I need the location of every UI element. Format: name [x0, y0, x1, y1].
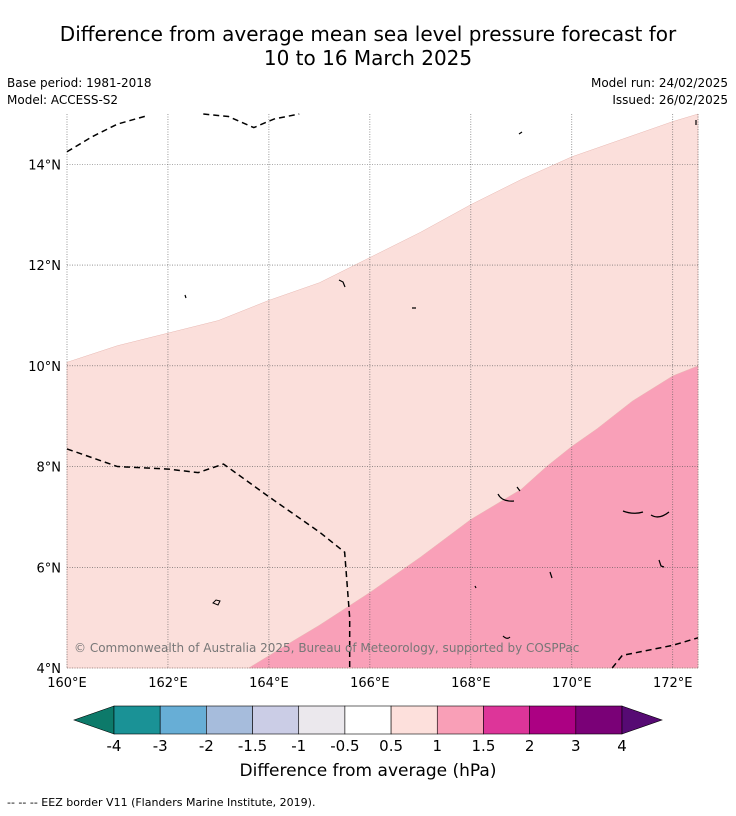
- gridlines: [66, 114, 699, 669]
- colorbar-tick-label: 3: [571, 737, 581, 755]
- island: [184, 120, 697, 639]
- title-line-1: Difference from average mean sea level p…: [59, 22, 677, 46]
- lon-tick-label: 160°E: [47, 676, 87, 691]
- lon-tick-label: 170°E: [552, 676, 592, 691]
- colorbar-swatch: [483, 705, 530, 735]
- colorbar-swatch: [206, 705, 253, 735]
- eez-borders: [66, 113, 699, 669]
- colorbar-tick-label: 4: [617, 737, 627, 755]
- colorbar-tick-label: 1: [432, 737, 442, 755]
- meta-left: Base period: 1981-2018 Model: ACCESS-S2: [7, 75, 152, 109]
- eez-border-line: [66, 114, 148, 153]
- chart-title: Difference from average mean sea level p…: [0, 22, 736, 70]
- colorbar-low-extension: [73, 705, 115, 735]
- copyright-notice: © Commonwealth of Australia 2025, Bureau…: [74, 641, 580, 655]
- colorbar-high-extension: [621, 705, 663, 735]
- colorbar-tick-label: 2: [525, 737, 535, 755]
- colorbar-tick-label: -1.5: [238, 737, 267, 755]
- lon-tick-label: 168°E: [451, 676, 491, 691]
- colorbar-swatch: [575, 705, 623, 735]
- meta-right: Model run: 24/02/2025 Issued: 26/02/2025: [591, 75, 728, 109]
- issued-date: Issued: 26/02/2025: [612, 93, 728, 107]
- base-period: Base period: 1981-2018: [7, 76, 152, 90]
- title-line-2: 10 to 16 March 2025: [263, 46, 473, 70]
- model-name: Model: ACCESS-S2: [7, 93, 119, 107]
- lat-tick-label: 4°N: [37, 662, 62, 677]
- colorbar-tick-label: -2: [199, 737, 214, 755]
- colorbar-swatch: [113, 705, 161, 735]
- lon-tick-label: 166°E: [350, 676, 390, 691]
- lat-tick-label: 8°N: [37, 461, 62, 476]
- lat-tick-label: 10°N: [28, 360, 61, 375]
- colorbar-tick-label: -4: [107, 737, 122, 755]
- colorbar-tick-label: -1: [291, 737, 306, 755]
- colorbar-swatch: [159, 705, 207, 735]
- island: [212, 599, 221, 606]
- colorbar-tick-label: 1.5: [472, 737, 496, 755]
- footer-legend: -- -- -- EEZ border V11 (Flanders Marine…: [7, 796, 316, 809]
- colorbar-swatch: [298, 705, 346, 735]
- lat-tick-label: 12°N: [28, 259, 61, 274]
- lon-tick-label: 164°E: [249, 676, 289, 691]
- colorbar-swatch: [390, 705, 438, 735]
- islands: [184, 120, 697, 639]
- axis-tick-labels: 160°E 162°E 164°E 166°E 168°E 170°E 172°E 4°N 6°…: [28, 158, 692, 691]
- island: [497, 486, 521, 502]
- colorbar-tick-label: 0.5: [379, 737, 403, 755]
- colorbar: -4 -3 -2 -1.5 -1 -0.5 0.5 1 1.5 2 3 4: [73, 705, 663, 755]
- colorbar-swatch: [529, 705, 577, 735]
- eez-border-line: [203, 113, 300, 129]
- eez-border-line: [611, 637, 699, 669]
- lat-tick-label: 14°N: [28, 158, 61, 173]
- lon-tick-label: 162°E: [148, 676, 188, 691]
- contour-fill-1: [247, 365, 699, 669]
- island: [622, 510, 670, 518]
- model-run: Model run: 24/02/2025: [590, 76, 728, 90]
- lat-tick-label: 6°N: [37, 561, 62, 576]
- lon-tick-label: 172°E: [653, 676, 693, 691]
- colorbar-swatch: [436, 705, 484, 735]
- colorbar-swatch: [344, 705, 392, 735]
- colorbar-tick-label: -3: [153, 737, 168, 755]
- contour-fills: [66, 113, 699, 669]
- colorbar-tick-label: -0.5: [330, 737, 359, 755]
- eez-border-line: [66, 448, 351, 668]
- colorbar-title: Difference from average (hPa): [239, 761, 497, 781]
- colorbar-swatch: [252, 705, 300, 735]
